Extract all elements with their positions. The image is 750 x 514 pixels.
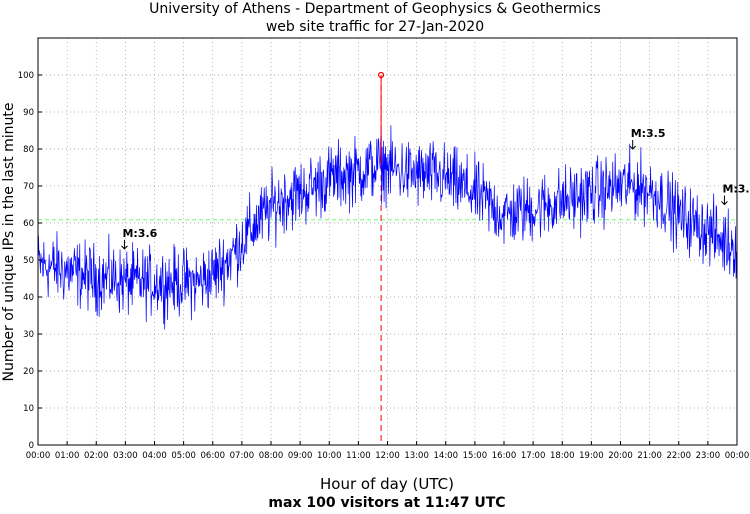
x-tick-label: 03:00	[113, 451, 138, 461]
x-tick-label: 23:00	[696, 451, 721, 461]
y-tick-label: 10	[23, 404, 34, 414]
x-tick-label: 19:00	[579, 451, 604, 461]
y-tick-label: 100	[18, 71, 34, 81]
y-tick-label: 80	[23, 145, 34, 155]
x-tick-label: 20:00	[608, 451, 633, 461]
y-tick-label: 40	[23, 293, 34, 303]
grid	[38, 38, 737, 445]
annotation-arrow-head	[629, 145, 637, 150]
magnitude-annotation: M:3.6	[122, 227, 157, 240]
y-tick-label: 60	[23, 219, 34, 229]
x-tick-label: 16:00	[492, 451, 517, 461]
x-axis-sublabel: max 100 visitors at 11:47 UTC	[268, 495, 505, 510]
x-tick-label: 13:00	[404, 451, 429, 461]
magnitude-annotation: M:3.7	[722, 183, 750, 196]
chart-subtitle: web site traffic for 27-Jan-2020	[266, 19, 484, 35]
x-tick-label: 22:00	[667, 451, 692, 461]
x-tick-label: 05:00	[171, 451, 196, 461]
y-tick-label: 50	[23, 256, 34, 266]
tick-labels: 00:00 01:00 02:00 03:00 04:00 05:00 06:00 07:00…	[18, 71, 749, 461]
y-tick-label: 70	[23, 182, 34, 192]
x-tick-label: 08:00	[259, 451, 284, 461]
annotations: M:3.6 M:3.5 M:3.7	[121, 127, 750, 250]
x-tick-label: 09:00	[288, 451, 313, 461]
annotation-arrow-head	[121, 245, 128, 250]
x-tick-label: 01:00	[55, 451, 80, 461]
x-tick-label: 10:00	[317, 451, 342, 461]
annotation-arrow-head	[721, 201, 728, 206]
x-tick-label: 14:00	[434, 451, 459, 461]
y-tick-label: 30	[23, 330, 34, 340]
x-tick-label: 15:00	[463, 451, 488, 461]
y-tick-label: 0	[29, 441, 34, 451]
peak-marker	[377, 71, 385, 79]
x-tick-label: 21:00	[637, 451, 662, 461]
x-tick-label: 12:00	[375, 451, 400, 461]
traffic-series-line	[37, 125, 738, 330]
x-tick-label: 00:00	[26, 451, 51, 461]
y-tick-label: 20	[23, 367, 34, 377]
chart-title: University of Athens - Department of Geo…	[149, 1, 601, 17]
x-tick-label: 18:00	[550, 451, 575, 461]
x-tick-label: 17:00	[521, 451, 546, 461]
y-axis-label: Number of unique IPs in the last minute	[1, 103, 17, 382]
x-tick-label: 02:00	[84, 451, 109, 461]
magnitude-annotation: M:3.5	[631, 127, 666, 140]
x-tick-label: 04:00	[142, 451, 167, 461]
x-axis-label: Hour of day (UTC)	[320, 475, 454, 493]
x-tick-label: 06:00	[201, 451, 226, 461]
x-tick-label: 07:00	[230, 451, 255, 461]
x-tick-label: 11:00	[346, 451, 371, 461]
x-tick-label: 00:00	[725, 451, 750, 461]
y-tick-label: 90	[23, 108, 34, 118]
series-layer	[37, 71, 738, 330]
